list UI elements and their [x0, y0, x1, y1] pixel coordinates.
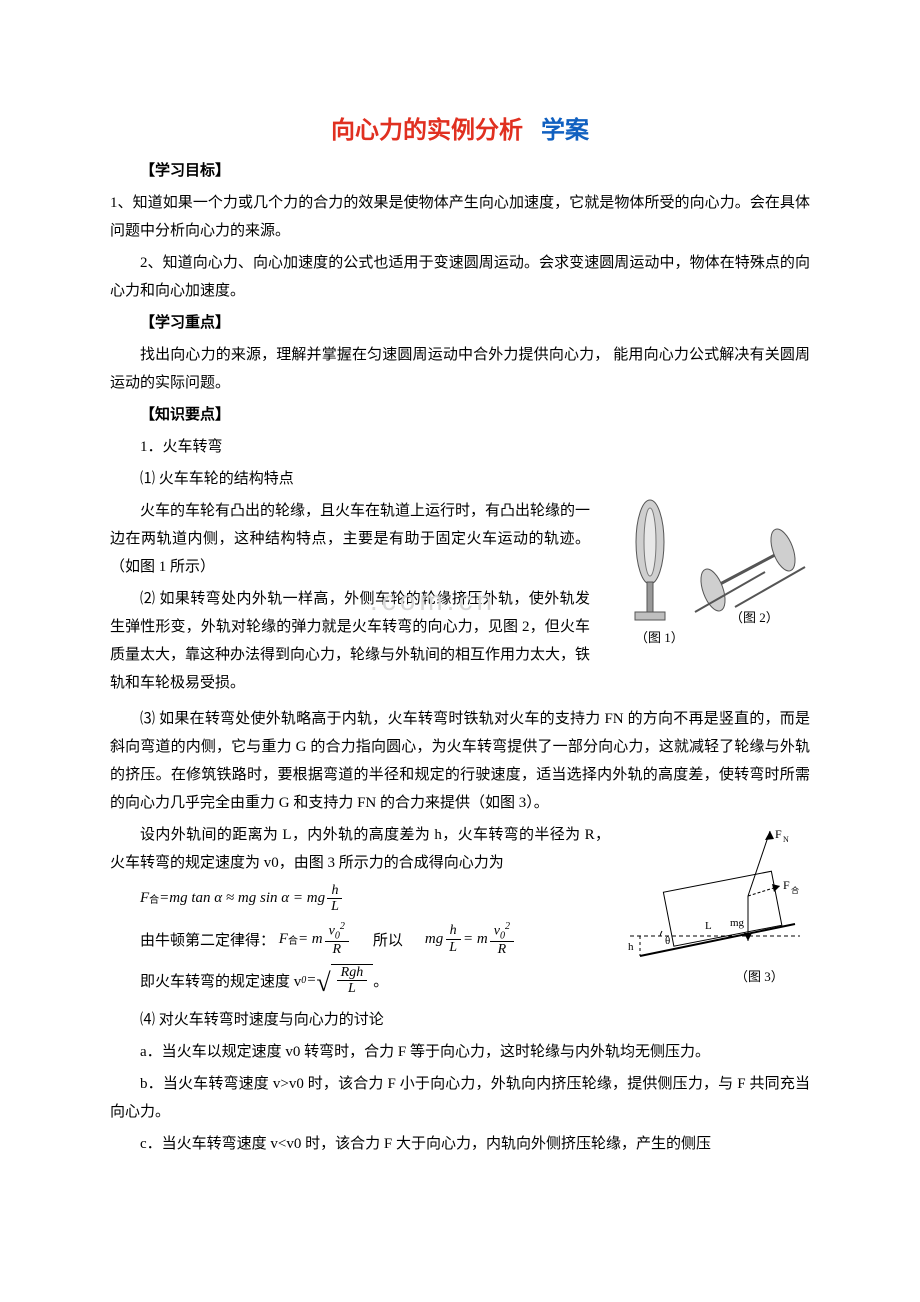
kp-1-3-paragraph: ⑶ 如果在转弯处使外轨略高于内轨，火车转弯时铁轨对火车的支持力 FN 的方向不再… — [110, 705, 810, 817]
section-focus-heading: 【学习重点】 — [140, 309, 810, 337]
svg-text:h: h — [628, 941, 634, 953]
section-goal-heading: 【学习目标】 — [140, 157, 810, 185]
page-title: 向心力的实例分析 学案 — [110, 110, 810, 145]
kp-1-4-heading: ⑷ 对火车转弯时速度与向心力的讨论 — [110, 1006, 810, 1034]
title-red: 向心力的实例分析 — [331, 118, 523, 144]
figure-3-caption: （图 3） — [735, 969, 784, 984]
title-blue: 学案 — [529, 118, 589, 144]
formula-1: F合 =mg tan α ≈ mg sin α = mg hL — [140, 883, 610, 915]
kp-1-4c: c．当火车转弯速度 v<v0 时，该合力 F 大于向心力，内轨向外侧挤压轮缘，产… — [110, 1130, 810, 1158]
goal-paragraph-2: 2、知道向心力、向心加速度的公式也适用于变速圆周运动。会求变速圆周运动中，物体在… — [110, 249, 810, 305]
svg-text:F: F — [783, 878, 790, 892]
kp-1-heading: 1．火车转弯 — [110, 433, 810, 461]
figure-1-caption: （图 1） — [635, 630, 684, 645]
svg-text:θ: θ — [665, 935, 670, 947]
goal-paragraph-1: 1、知道如果一个力或几个力的合力的效果是使物体产生向心加速度，它就是物体所受的向… — [110, 189, 810, 245]
kp-1-4b: b．当火车转弯速度 v>v0 时，该合力 F 小于向心力，外轨向内挤压轮缘，提供… — [110, 1070, 810, 1126]
svg-text:合: 合 — [791, 885, 799, 895]
figure-2-caption: （图 2） — [730, 610, 779, 625]
figure-1-2-group: （图 1） （图 2） — [600, 497, 810, 652]
kp-1-1-heading: ⑴ 火车车轮的结构特点 — [110, 465, 810, 493]
kp-1-4a: a．当火车以规定速度 v0 转弯时，合力 F 等于向心力，这时轮缘与内外轨均无侧… — [110, 1038, 810, 1066]
figure-1-2-svg: （图 1） （图 2） — [600, 497, 810, 647]
formula-3: 即火车转弯的规定速度 v0 = √ RghL 。 — [140, 964, 610, 997]
svg-text:mg: mg — [730, 917, 745, 929]
svg-text:L: L — [705, 920, 712, 932]
figure-3-group: h FN F合 mg L θ — [620, 821, 810, 991]
svg-text:N: N — [783, 835, 789, 844]
section-knowledge-heading: 【知识要点】 — [140, 401, 810, 429]
svg-text:F: F — [775, 827, 782, 841]
focus-paragraph: 找出向心力的来源，理解并掌握在匀速圆周运动中合外力提供向心力， 能用向心力公式解… — [110, 341, 810, 397]
formula-2: 由牛顿第二定律得： F合 = m v02 R 所以 mg hL = m v02 … — [140, 921, 610, 958]
watermark-text: .com.cn — [370, 585, 496, 617]
figure-3-svg: h FN F合 mg L θ — [620, 821, 810, 986]
